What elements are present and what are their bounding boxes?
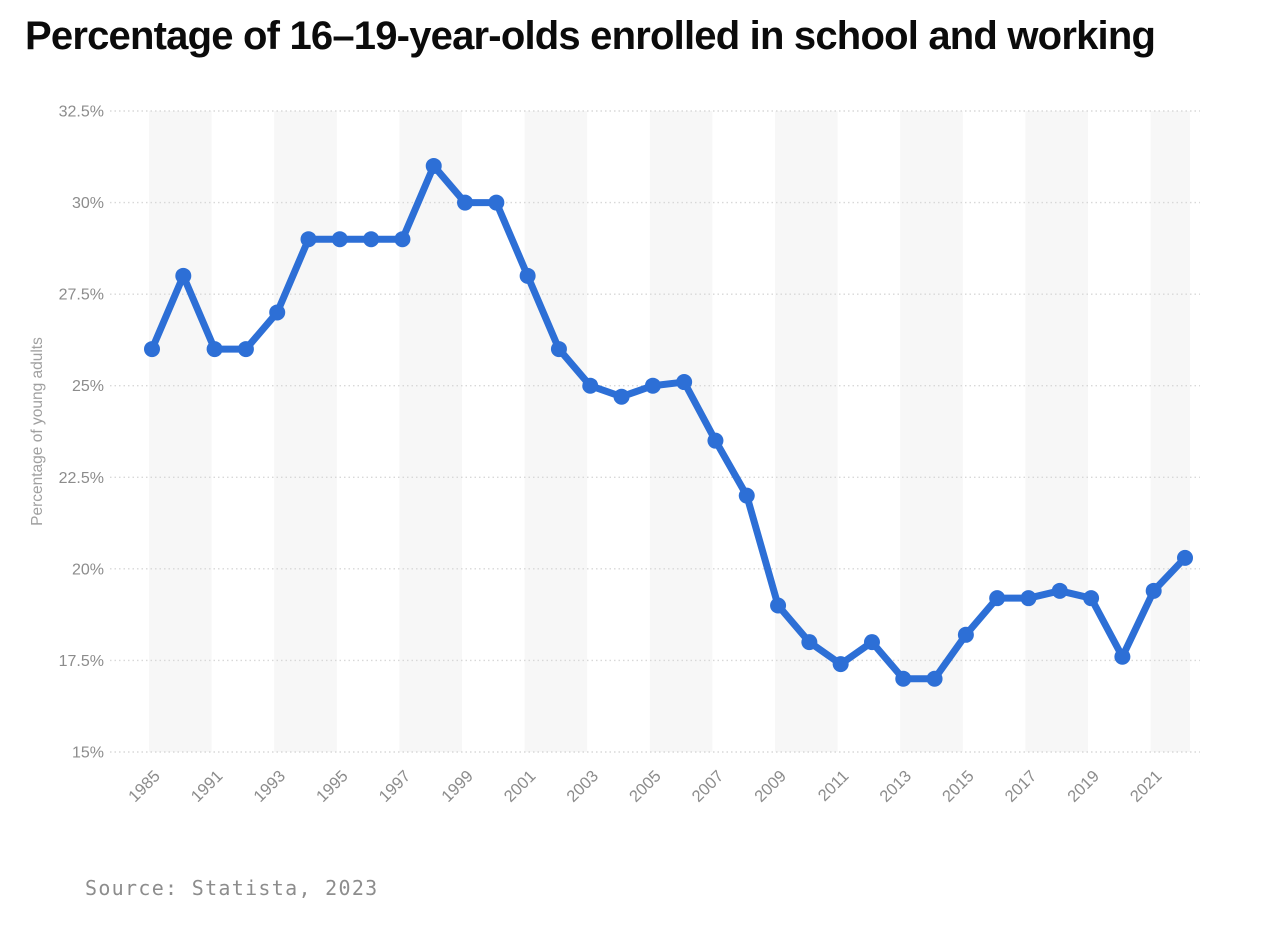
data-point-2017[interactable] <box>1020 590 1037 607</box>
data-point-2022[interactable] <box>1177 549 1193 566</box>
x-tick-label: 2003 <box>563 767 602 806</box>
data-point-2005[interactable] <box>644 377 661 394</box>
data-point-2019[interactable] <box>1083 590 1100 607</box>
background-stripe <box>524 111 588 752</box>
x-tick-label: 1997 <box>376 767 415 806</box>
data-point-2014[interactable] <box>926 670 943 687</box>
y-tick-label: 20% <box>72 561 104 578</box>
y-tick-label: 32.5% <box>59 104 104 121</box>
background-stripe <box>900 111 963 752</box>
x-tick-label: 2001 <box>501 767 540 806</box>
x-tick-label: 2009 <box>751 767 790 806</box>
data-point-2013[interactable] <box>895 670 912 687</box>
x-tick-label: 2013 <box>876 767 915 806</box>
y-tick-label: 22.5% <box>59 470 104 487</box>
data-point-2021[interactable] <box>1145 582 1162 599</box>
x-tick-label: 2021 <box>1127 767 1166 806</box>
data-point-2004[interactable] <box>613 388 630 405</box>
y-axis-title: Percentage of young adults <box>29 337 46 526</box>
y-tick-label: 27.5% <box>59 287 104 304</box>
x-tick-label: 2019 <box>1064 767 1103 806</box>
data-point-2007[interactable] <box>707 432 724 449</box>
data-point-2002[interactable] <box>550 341 567 358</box>
x-tick-label: 1993 <box>250 767 289 806</box>
data-point-2009[interactable] <box>770 597 787 614</box>
background-stripe <box>649 111 713 752</box>
y-tick-label: 15% <box>72 745 104 762</box>
data-point-2011[interactable] <box>832 656 849 673</box>
data-point-1992[interactable] <box>237 341 254 358</box>
data-point-1993[interactable] <box>269 304 286 321</box>
x-tick-label: 2007 <box>689 767 728 806</box>
data-point-1990[interactable] <box>175 267 192 284</box>
data-point-1997[interactable] <box>394 231 411 248</box>
data-point-2012[interactable] <box>863 634 880 651</box>
data-point-2001[interactable] <box>519 267 536 284</box>
x-tick-label: 1995 <box>313 767 352 806</box>
chart-title: Percentage of 16–19-year-olds enrolled i… <box>25 14 1156 58</box>
x-tick-label: 2015 <box>939 767 978 806</box>
data-point-2018[interactable] <box>1051 582 1068 599</box>
x-tick-label: 1985 <box>125 767 164 806</box>
data-point-2020[interactable] <box>1114 648 1131 665</box>
y-tick-label: 25% <box>72 378 104 395</box>
data-point-1994[interactable] <box>300 231 317 248</box>
data-point-1985[interactable] <box>144 341 160 358</box>
data-point-2000[interactable] <box>488 194 505 211</box>
data-point-2003[interactable] <box>582 377 599 394</box>
data-point-1996[interactable] <box>363 231 380 248</box>
data-point-1991[interactable] <box>206 341 223 358</box>
background-stripe <box>1150 111 1190 752</box>
source-caption: Source: Statista, 2023 <box>85 876 379 900</box>
data-point-1995[interactable] <box>331 231 348 248</box>
background-stripe <box>149 111 212 752</box>
y-tick-label: 17.5% <box>59 653 104 670</box>
data-point-1999[interactable] <box>457 194 474 211</box>
data-point-2016[interactable] <box>989 590 1006 607</box>
background-stripe <box>274 111 337 752</box>
data-point-2015[interactable] <box>957 626 974 643</box>
data-point-2008[interactable] <box>738 487 755 504</box>
background-stripe <box>399 111 462 752</box>
data-point-2006[interactable] <box>676 374 693 391</box>
x-tick-label: 1991 <box>188 767 227 806</box>
y-tick-label: 30% <box>72 195 104 212</box>
trend-line <box>148 162 1189 683</box>
background-stripe <box>1025 111 1088 752</box>
x-tick-label: 2005 <box>626 767 665 806</box>
x-tick-label: 2017 <box>1002 767 1041 806</box>
data-point-1998[interactable] <box>425 157 442 174</box>
x-tick-label: 1999 <box>438 767 477 806</box>
x-tick-label: 2011 <box>815 767 853 805</box>
data-point-2010[interactable] <box>801 634 818 651</box>
